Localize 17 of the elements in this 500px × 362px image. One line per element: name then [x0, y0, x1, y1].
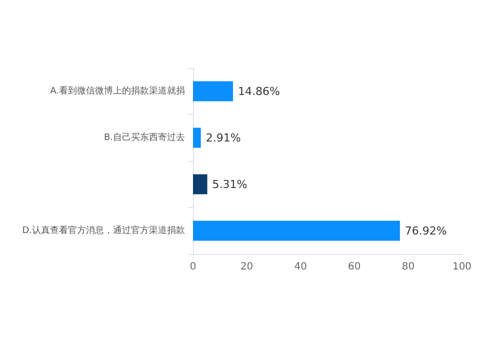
x-tick-label: 40 — [294, 262, 307, 272]
x-tick-label: 20 — [240, 262, 254, 272]
bar — [193, 81, 233, 102]
data-label: 14.86% — [238, 84, 280, 98]
bar — [193, 174, 208, 194]
x-tick-label: 80 — [402, 262, 415, 272]
bar — [193, 220, 400, 241]
x-tick-label: 60 — [348, 262, 361, 272]
data-label: 76.92% — [404, 224, 447, 238]
y-tick-label: A.看到微信微博上的捐款渠道就捐 — [50, 85, 185, 96]
y-tick-label: D.认真查看官方消息，通过官方渠道捐款 — [22, 224, 185, 236]
x-tick-label: 100 — [452, 262, 472, 272]
data-label: 2.91% — [206, 131, 241, 144]
data-label: 5.31% — [212, 178, 248, 191]
bar — [193, 128, 201, 148]
x-tick-label: 0 — [190, 262, 196, 272]
y-tick-label: B.自己买东西寄过去 — [104, 132, 185, 143]
